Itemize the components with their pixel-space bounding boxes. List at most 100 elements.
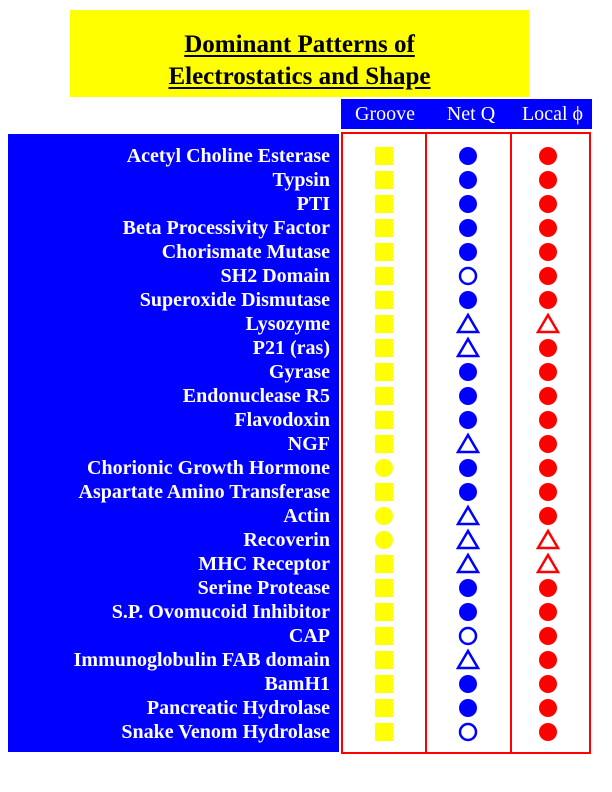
local-filled-circle-marker: [539, 459, 557, 477]
column-header-local-phi: Local ϕ: [521, 103, 584, 125]
protein-name: Chorismate Mutase: [161, 241, 330, 263]
groove-square-marker: [375, 243, 393, 261]
local-filled-circle-marker: [539, 651, 557, 669]
groove-square-marker: [375, 315, 393, 333]
symbol-layer: [375, 147, 561, 742]
netq-filled-circle-marker: [459, 219, 477, 237]
local-filled-circle-marker: [539, 147, 557, 165]
title-line-2: Electrostatics and Shape: [168, 63, 431, 90]
groove-circle-marker: [375, 507, 393, 525]
groove-circle-marker: [375, 459, 393, 477]
netq-open-triangle-marker: [455, 552, 481, 574]
groove-square-marker: [375, 291, 393, 309]
protein-name: Aspartate Amino Transferase: [78, 481, 330, 503]
local-filled-circle-marker: [539, 435, 557, 453]
local-filled-circle-marker: [539, 579, 557, 597]
netq-filled-circle-marker: [459, 459, 477, 477]
local-filled-circle-marker: [539, 363, 557, 381]
local-filled-circle-marker: [539, 507, 557, 525]
protein-name: Beta Processivity Factor: [122, 217, 330, 239]
netq-open-triangle-marker: [455, 432, 481, 454]
netq-open-circle-marker: [458, 266, 478, 286]
groove-square-marker: [375, 363, 393, 381]
local-open-triangle-marker: [535, 552, 561, 574]
symbol-grid: [341, 132, 591, 754]
groove-square-marker: [375, 675, 393, 693]
groove-square-marker: [375, 435, 393, 453]
groove-square-marker: [375, 699, 393, 717]
groove-square-marker: [375, 483, 393, 501]
protein-name: Chorionic Growth Hormone: [87, 457, 330, 479]
column-header-net-q: Net Q: [446, 103, 496, 125]
protein-name: Endonuclease R5: [182, 385, 330, 407]
protein-name: MHC Receptor: [198, 553, 330, 575]
netq-filled-circle-marker: [459, 699, 477, 717]
protein-name: Gyrase: [268, 361, 330, 383]
netq-filled-circle-marker: [459, 291, 477, 309]
groove-square-marker: [375, 387, 393, 405]
netq-filled-circle-marker: [459, 603, 477, 621]
netq-open-triangle-marker: [455, 528, 481, 550]
groove-square-marker: [375, 603, 393, 621]
netq-open-triangle-marker: [455, 504, 481, 526]
title-box: Dominant Patterns of Electrostatics and …: [70, 10, 529, 97]
netq-filled-circle-marker: [459, 147, 477, 165]
column-header-groove: Groove: [355, 103, 415, 125]
local-filled-circle-marker: [539, 339, 557, 357]
netq-filled-circle-marker: [459, 579, 477, 597]
netq-filled-circle-marker: [459, 411, 477, 429]
netq-open-circle-marker: [458, 722, 478, 742]
local-filled-circle-marker: [539, 483, 557, 501]
protein-name: P21 (ras): [252, 337, 330, 359]
local-filled-circle-marker: [539, 243, 557, 261]
protein-name: Lysozyme: [245, 313, 330, 335]
protein-name: Recoverin: [243, 529, 330, 551]
protein-name: NGF: [287, 433, 330, 455]
protein-name: Actin: [283, 505, 330, 527]
protein-name: Acetyl Choline Esterase: [126, 145, 330, 167]
groove-square-marker: [375, 555, 393, 573]
local-filled-circle-marker: [539, 171, 557, 189]
protein-name: PTI: [296, 193, 330, 215]
groove-square-marker: [375, 627, 393, 645]
netq-filled-circle-marker: [459, 171, 477, 189]
groove-circle-marker: [375, 531, 393, 549]
groove-square-marker: [375, 219, 393, 237]
protein-name: S.P. Ovomucoid Inhibitor: [111, 601, 330, 623]
netq-filled-circle-marker: [459, 675, 477, 693]
groove-square-marker: [375, 651, 393, 669]
local-filled-circle-marker: [539, 675, 557, 693]
protein-name-panel: Acetyl Choline Esterase Typsin PTI Beta Pro…: [8, 134, 339, 752]
groove-square-marker: [375, 339, 393, 357]
groove-square-marker: [375, 171, 393, 189]
netq-filled-circle-marker: [459, 195, 477, 213]
protein-name: SH2 Domain: [220, 265, 330, 287]
protein-name: Immunoglobulin FAB domain: [73, 649, 330, 671]
protein-name: Pancreatic Hydrolase: [146, 697, 330, 719]
protein-name: CAP: [288, 625, 330, 647]
local-filled-circle-marker: [539, 411, 557, 429]
local-filled-circle-marker: [539, 219, 557, 237]
local-open-triangle-marker: [535, 312, 561, 334]
title-line-1: Dominant Patterns of: [184, 31, 415, 58]
netq-open-triangle-marker: [455, 312, 481, 334]
local-filled-circle-marker: [539, 627, 557, 645]
groove-square-marker: [375, 195, 393, 213]
protein-name: BamH1: [264, 673, 330, 695]
protein-name: Flavodoxin: [234, 409, 330, 431]
groove-square-marker: [375, 267, 393, 285]
netq-filled-circle-marker: [459, 483, 477, 501]
netq-open-circle-marker: [458, 626, 478, 646]
groove-square-marker: [375, 579, 393, 597]
netq-open-triangle-marker: [455, 336, 481, 358]
local-filled-circle-marker: [539, 291, 557, 309]
groove-square-marker: [375, 411, 393, 429]
local-open-triangle-marker: [535, 528, 561, 550]
local-filled-circle-marker: [539, 603, 557, 621]
protein-name: Superoxide Dismutase: [139, 289, 330, 311]
netq-filled-circle-marker: [459, 387, 477, 405]
netq-filled-circle-marker: [459, 243, 477, 261]
protein-name: Snake Venom Hydrolase: [121, 721, 330, 743]
local-filled-circle-marker: [539, 699, 557, 717]
protein-name: Serine Protease: [197, 577, 330, 599]
